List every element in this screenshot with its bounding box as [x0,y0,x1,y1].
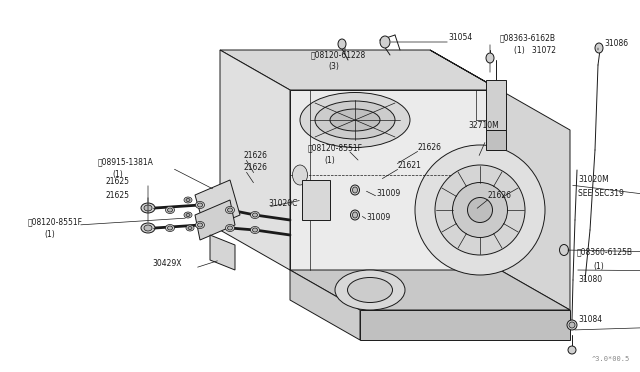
Text: (1): (1) [44,230,55,238]
Text: 21626: 21626 [488,192,512,201]
Ellipse shape [184,212,192,218]
Ellipse shape [168,226,173,230]
Ellipse shape [198,203,202,207]
Text: 31054: 31054 [448,33,472,42]
Polygon shape [220,50,290,270]
Polygon shape [302,180,330,220]
Ellipse shape [335,270,405,310]
Text: 21621: 21621 [398,160,422,170]
Ellipse shape [227,208,232,212]
Text: 31009: 31009 [366,212,390,221]
Ellipse shape [166,206,175,214]
Text: 21626: 21626 [418,142,442,151]
Ellipse shape [225,206,234,214]
Ellipse shape [338,39,346,49]
Ellipse shape [415,145,545,275]
Ellipse shape [559,244,568,256]
Ellipse shape [568,346,576,354]
Ellipse shape [184,197,192,203]
Polygon shape [210,235,235,270]
Ellipse shape [486,53,494,63]
Ellipse shape [253,228,257,232]
Text: ^3.0*00.5: ^3.0*00.5 [592,356,630,362]
Ellipse shape [351,210,360,220]
Text: (1): (1) [112,170,123,179]
Text: Ⓢ08363-6162B: Ⓢ08363-6162B [500,33,556,42]
Ellipse shape [166,224,175,231]
Polygon shape [360,310,570,340]
Polygon shape [195,200,235,240]
Text: Ⓑ08120-8551F: Ⓑ08120-8551F [28,218,83,227]
Ellipse shape [198,223,202,227]
Polygon shape [430,50,570,310]
Ellipse shape [168,208,173,212]
Ellipse shape [467,198,493,222]
Text: 31020C: 31020C [268,199,298,208]
Text: 21625: 21625 [106,192,130,201]
Ellipse shape [188,227,192,230]
Polygon shape [486,80,506,130]
Polygon shape [220,50,500,90]
Ellipse shape [195,221,205,228]
Ellipse shape [315,101,395,139]
Ellipse shape [227,226,232,230]
Ellipse shape [225,224,234,231]
Ellipse shape [186,214,190,217]
Text: 31080: 31080 [578,276,602,285]
Ellipse shape [595,43,603,53]
Text: 30429X: 30429X [152,260,182,269]
Text: (1)   31072: (1) 31072 [514,45,556,55]
Text: (1): (1) [324,155,335,164]
Polygon shape [290,270,570,310]
Polygon shape [195,180,240,230]
Ellipse shape [144,205,152,211]
Text: 31084: 31084 [578,315,602,324]
Polygon shape [486,130,506,150]
Ellipse shape [348,278,392,302]
Ellipse shape [253,213,257,217]
Ellipse shape [353,187,358,193]
Ellipse shape [186,225,194,231]
Ellipse shape [330,109,380,131]
Ellipse shape [567,320,577,330]
Text: 21625: 21625 [106,177,130,186]
Text: 31086: 31086 [604,39,628,48]
Ellipse shape [186,199,190,202]
Ellipse shape [300,93,410,148]
Ellipse shape [569,322,575,328]
Ellipse shape [141,223,155,233]
Text: (1): (1) [593,262,604,270]
Ellipse shape [435,165,525,255]
Ellipse shape [452,183,508,237]
Text: 31020M: 31020M [578,176,609,185]
Ellipse shape [353,212,358,218]
Polygon shape [290,270,360,340]
Ellipse shape [250,212,259,218]
Text: SEE SEC319: SEE SEC319 [578,189,624,199]
Ellipse shape [141,203,155,213]
Text: Ⓑ08120-61228: Ⓑ08120-61228 [311,51,366,60]
Ellipse shape [380,36,390,48]
Text: 32710M: 32710M [468,121,499,129]
Text: 21626: 21626 [243,164,267,173]
Text: 31009: 31009 [376,189,400,199]
Ellipse shape [250,227,259,234]
Polygon shape [290,90,500,270]
Ellipse shape [144,225,152,231]
Ellipse shape [195,202,205,208]
Text: Ⓢ08360-6125B: Ⓢ08360-6125B [577,247,633,257]
Ellipse shape [292,165,307,185]
Text: Ⓦ08915-1381A: Ⓦ08915-1381A [98,157,154,167]
Text: (3): (3) [328,61,339,71]
Text: Ⓑ08120-8551F: Ⓑ08120-8551F [308,144,363,153]
Text: 21626: 21626 [243,151,267,160]
Ellipse shape [351,185,360,195]
